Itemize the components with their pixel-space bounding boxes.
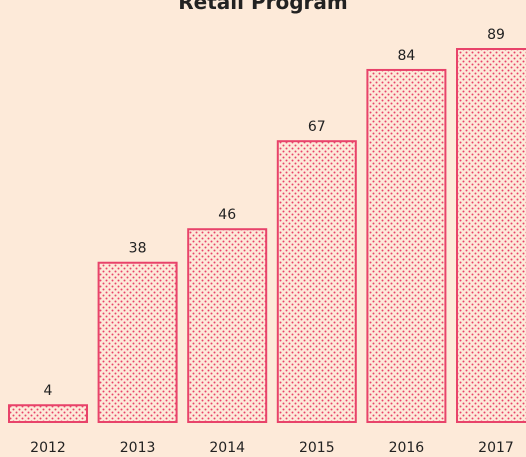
value-label: 67 [308, 119, 326, 135]
value-label: 46 [218, 207, 236, 223]
chart-title: Retail Program [178, 0, 347, 14]
x-tick-label: 2015 [299, 440, 335, 456]
value-label: 84 [397, 48, 415, 64]
bar [276, 140, 357, 423]
value-label: 4 [44, 383, 53, 399]
bar [8, 404, 88, 424]
value-label: 38 [129, 241, 147, 257]
x-tick-label: 2017 [478, 440, 514, 456]
bar [97, 261, 178, 423]
bar [456, 48, 526, 423]
x-tick-label: 2016 [389, 440, 425, 456]
x-tick-label: 2013 [120, 440, 156, 456]
x-tick-label: 2014 [209, 440, 245, 456]
bar [187, 228, 268, 423]
x-tick-label: 2012 [30, 440, 66, 456]
bar [366, 68, 447, 424]
value-label: 89 [487, 27, 505, 43]
